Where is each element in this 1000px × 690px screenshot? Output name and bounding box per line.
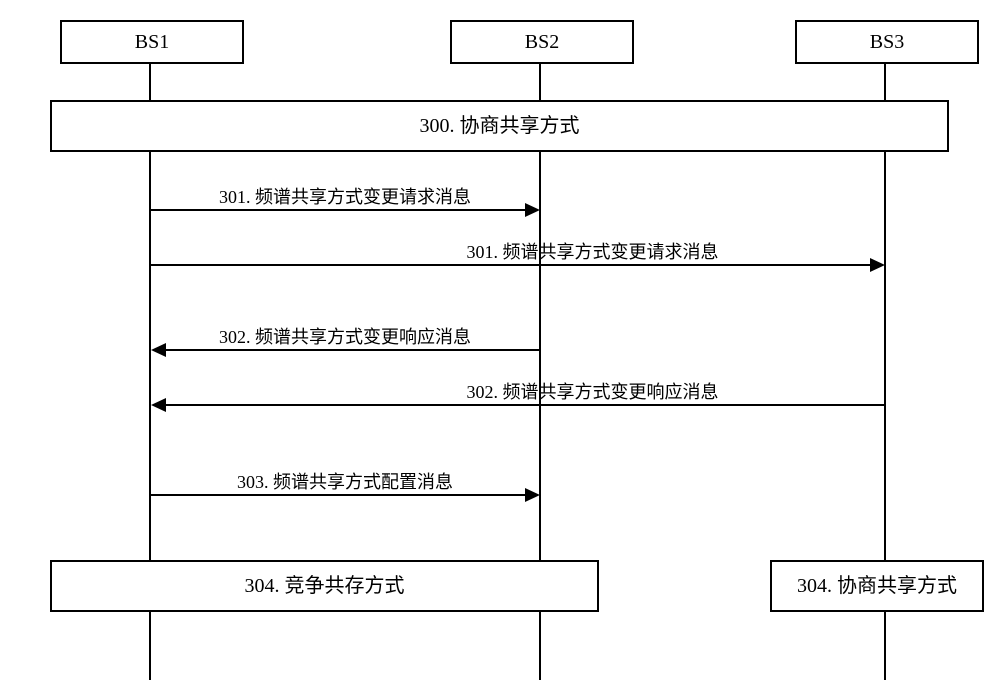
step-304-left-label: 304. 竞争共存方式 <box>245 575 405 597</box>
sequence-diagram: BS1 BS2 BS3 300. 协商共享方式 301. 频谱共享方式变更请求消… <box>0 0 1000 690</box>
participant-bs3-label: BS3 <box>870 31 904 53</box>
participant-bs3: BS3 <box>795 20 979 64</box>
participant-bs1: BS1 <box>60 20 244 64</box>
msg-302b-arrow <box>151 398 166 412</box>
msg-301b-line <box>151 264 870 266</box>
msg-303-line <box>151 494 525 496</box>
step-304-right-label: 304. 协商共享方式 <box>797 575 957 597</box>
msg-302b-label: 302. 频谱共享方式变更响应消息 <box>300 378 885 404</box>
msg-302a-arrow <box>151 343 166 357</box>
msg-303-arrow <box>525 488 540 502</box>
participant-bs2-label: BS2 <box>525 31 559 53</box>
msg-301a-line <box>151 209 525 211</box>
msg-302a-line <box>166 349 540 351</box>
msg-301a-label: 301. 频谱共享方式变更请求消息 <box>150 183 540 209</box>
step-304-right-block: 304. 协商共享方式 <box>770 560 984 612</box>
msg-302b-line <box>166 404 885 406</box>
msg-301b-arrow <box>870 258 885 272</box>
step-300-label: 300. 协商共享方式 <box>420 115 580 137</box>
msg-301a-arrow <box>525 203 540 217</box>
msg-301b-label: 301. 频谱共享方式变更请求消息 <box>300 238 885 264</box>
msg-302a-label: 302. 频谱共享方式变更响应消息 <box>150 323 540 349</box>
step-304-left-block: 304. 竞争共存方式 <box>50 560 599 612</box>
participant-bs2: BS2 <box>450 20 634 64</box>
msg-303-label: 303. 频谱共享方式配置消息 <box>150 468 540 494</box>
participant-bs1-label: BS1 <box>135 31 169 53</box>
step-300-block: 300. 协商共享方式 <box>50 100 949 152</box>
